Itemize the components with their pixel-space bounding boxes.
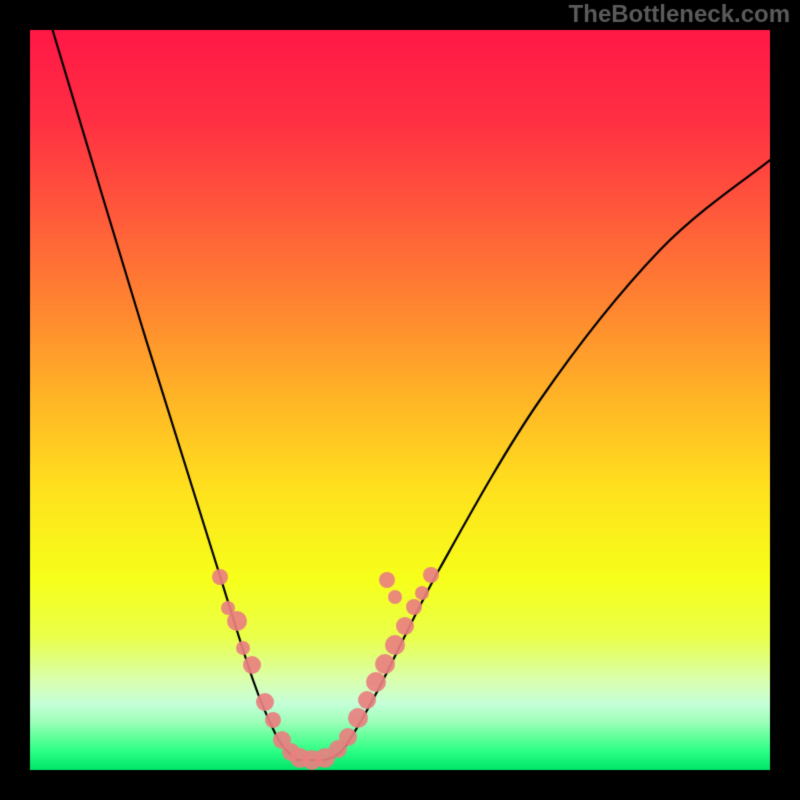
bottleneck-chart [0,0,800,800]
